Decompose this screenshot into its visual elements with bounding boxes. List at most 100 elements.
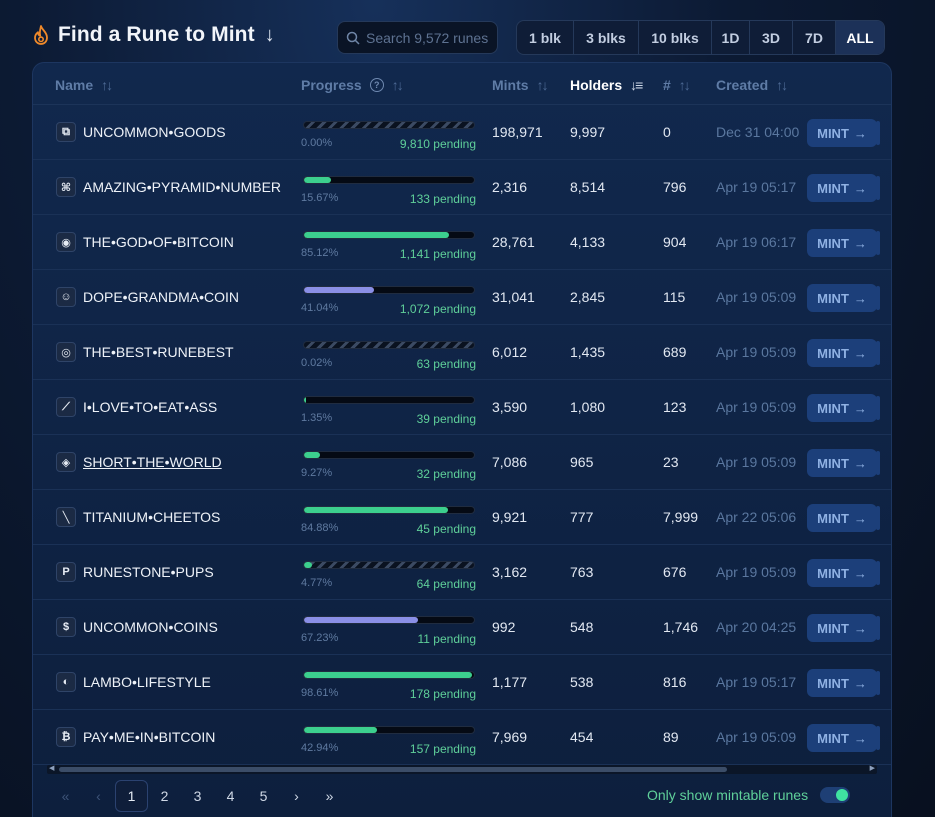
mint-button[interactable]: MINT → — [807, 504, 877, 532]
table-row[interactable]: P RUNESTONE•PUPS 4.77% 64 pending 3,162 … — [33, 545, 891, 600]
next-column-edge — [876, 231, 880, 255]
table-row[interactable]: ⌘ AMAZING•PYRAMID•NUMBER 15.67% 133 pend… — [33, 160, 891, 215]
scroll-left-icon[interactable]: ◀ — [49, 765, 55, 772]
progress-percent: 1.35% — [301, 412, 333, 424]
page-2-button[interactable]: 2 — [160, 788, 169, 804]
column-name[interactable]: Name ↑↓ — [55, 77, 113, 93]
mint-button[interactable]: MINT → — [807, 724, 877, 752]
progress-fill — [304, 617, 419, 623]
table-row[interactable]: $ UNCOMMON•COINS 67.23% 11 pending 992 5… — [33, 600, 891, 655]
filter-7d[interactable]: 7D — [793, 21, 836, 54]
arrow-right-icon: → — [853, 455, 867, 471]
rune-name[interactable]: THE•GOD•OF•BITCOIN — [83, 234, 234, 250]
page-header: Find a Rune to Mint ↓ 1 blk 3 blks 10 bl… — [30, 20, 910, 56]
filter-1d[interactable]: 1D — [712, 21, 750, 54]
mints-value: 7,969 — [492, 729, 528, 745]
time-filter-group: 1 blk 3 blks 10 blks 1D 3D 7D ALL — [516, 20, 885, 55]
prev-page-button[interactable]: ‹ — [96, 788, 101, 804]
rune-name[interactable]: UNCOMMON•GOODS — [83, 124, 226, 140]
column-holders[interactable]: Holders ↓≡ — [570, 77, 643, 93]
rune-name[interactable]: RUNESTONE•PUPS — [83, 564, 214, 580]
mints-value: 2,316 — [492, 179, 528, 195]
sort-direction-icon[interactable]: ↓ — [264, 23, 275, 46]
filter-1-blk[interactable]: 1 blk — [517, 21, 574, 54]
mint-button-label: MINT — [817, 125, 849, 141]
rune-name[interactable]: I•LOVE•TO•EAT•ASS — [83, 399, 218, 415]
next-column-edge — [876, 286, 880, 310]
next-column-edge — [876, 506, 880, 530]
rune-name[interactable]: THE•BEST•RUNEBEST — [83, 344, 234, 360]
table-row[interactable]: ☺ DOPE•GRANDMA•COIN 41.04% 1,072 pending… — [33, 270, 891, 325]
next-column-edge — [876, 121, 880, 145]
created-value: Apr 19 05:09 — [716, 399, 797, 415]
last-page-button[interactable]: » — [325, 788, 334, 804]
rune-name[interactable]: AMAZING•PYRAMID•NUMBER — [83, 179, 282, 195]
table-row[interactable]: ◎ THE•BEST•RUNEBEST 0.02% 63 pending 6,0… — [33, 325, 891, 380]
table-row[interactable]: ₿ PAY•ME•IN•BITCOIN 42.94% 157 pending 7… — [33, 710, 891, 765]
rune-name[interactable]: DOPE•GRANDMA•COIN — [83, 289, 240, 305]
column-created[interactable]: Created ↑↓ — [716, 77, 788, 93]
page-4-button[interactable]: 4 — [226, 788, 235, 804]
first-page-button[interactable]: « — [61, 788, 70, 804]
mint-button[interactable]: MINT → — [807, 559, 877, 587]
page-5-button[interactable]: 5 — [259, 788, 268, 804]
sort-icon: ↑↓ — [678, 77, 691, 93]
scrollbar-thumb[interactable] — [59, 767, 727, 772]
fire-icon — [30, 24, 52, 46]
mint-button[interactable]: MINT → — [807, 614, 877, 642]
table-row[interactable]: ◐ LAMBO•LIFESTYLE 98.61% 178 pending 1,1… — [33, 655, 891, 710]
search-icon — [346, 31, 360, 45]
rune-name[interactable]: SHORT•THE•WORLD — [83, 454, 222, 470]
filter-all[interactable]: ALL — [836, 21, 884, 54]
filter-3d[interactable]: 3D — [750, 21, 793, 54]
rune-name[interactable]: LAMBO•LIFESTYLE — [83, 674, 211, 690]
target-icon: ◎ — [56, 342, 76, 362]
column-mints-label: Mints — [492, 77, 529, 93]
mint-button[interactable]: MINT → — [807, 339, 877, 367]
mint-button[interactable]: MINT → — [807, 174, 877, 202]
mints-value: 992 — [492, 619, 516, 635]
title-area: Find a Rune to Mint ↓ — [30, 23, 275, 47]
table-row[interactable]: ◉ THE•GOD•OF•BITCOIN 85.12% 1,141 pendin… — [33, 215, 891, 270]
progress-bar — [303, 396, 475, 404]
mint-button[interactable]: MINT → — [807, 449, 877, 477]
holders-value: 4,133 — [570, 234, 606, 250]
table-row[interactable]: ◈ SHORT•THE•WORLD 9.27% 32 pending 7,086… — [33, 435, 891, 490]
mint-button[interactable]: MINT → — [807, 394, 877, 422]
mint-button[interactable]: MINT → — [807, 284, 877, 312]
scroll-right-icon[interactable]: ▶ — [869, 765, 875, 772]
rune-name[interactable]: UNCOMMON•COINS — [83, 619, 218, 635]
page-1-button[interactable]: 1 — [115, 780, 148, 812]
mint-button-label: MINT — [817, 510, 849, 526]
mintable-toggle[interactable] — [820, 787, 851, 803]
created-value: Apr 19 05:09 — [716, 454, 797, 470]
page-3-button[interactable]: 3 — [193, 788, 202, 804]
table-row[interactable]: ⟋ I•LOVE•TO•EAT•ASS 1.35% 39 pending 3,5… — [33, 380, 891, 435]
table-row[interactable]: ⧉ UNCOMMON•GOODS 0.00% 9,810 pending 198… — [33, 105, 891, 160]
column-progress[interactable]: Progress ? ↑↓ — [301, 77, 404, 93]
help-icon[interactable]: ? — [369, 78, 384, 92]
column-number[interactable]: # ↑↓ — [663, 77, 691, 93]
mint-button-label: MINT — [817, 620, 849, 636]
mint-button[interactable]: MINT → — [807, 229, 877, 257]
money-bag-icon: ◐ — [56, 672, 76, 692]
rune-name[interactable]: PAY•ME•IN•BITCOIN — [83, 729, 216, 745]
column-name-label: Name — [55, 77, 94, 93]
next-page-button[interactable]: › — [294, 788, 299, 804]
search-box[interactable] — [337, 21, 498, 54]
mint-button[interactable]: MINT → — [807, 669, 877, 697]
rune-name[interactable]: TITANIUM•CHEETOS — [83, 509, 221, 525]
holders-value: 965 — [570, 454, 594, 470]
column-mints[interactable]: Mints ↑↓ — [492, 77, 549, 93]
arrow-right-icon: → — [853, 510, 867, 526]
pending-count: 63 pending — [416, 357, 476, 371]
holders-value: 763 — [570, 564, 594, 580]
mint-button[interactable]: MINT → — [807, 119, 877, 147]
progress-percent: 0.00% — [301, 137, 333, 149]
table-row[interactable]: ╲ TITANIUM•CHEETOS 84.88% 45 pending 9,9… — [33, 490, 891, 545]
filter-10-blks[interactable]: 10 blks — [639, 21, 712, 54]
horizontal-scrollbar[interactable]: ◀ ▶ — [47, 765, 877, 774]
filter-3-blks[interactable]: 3 blks — [574, 21, 639, 54]
search-input[interactable] — [366, 29, 496, 46]
progress-percent: 84.88% — [301, 522, 339, 534]
